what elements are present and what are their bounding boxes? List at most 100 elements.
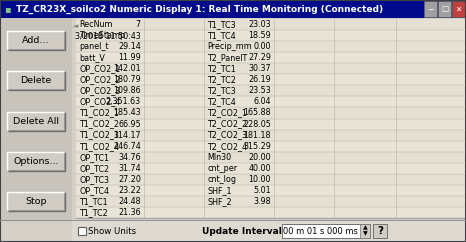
Text: Update Interval: Update Interval: [202, 227, 282, 235]
Text: OP_CO2_4: OP_CO2_4: [79, 98, 120, 106]
Text: T2_TC2: T2_TC2: [207, 75, 236, 84]
Bar: [7, 192, 65, 211]
Text: ?: ?: [377, 226, 383, 236]
Text: 228.05: 228.05: [243, 120, 271, 129]
Text: 34.76: 34.76: [118, 153, 141, 162]
Text: 18.59: 18.59: [248, 31, 271, 40]
Text: T2_CO2_1: T2_CO2_1: [207, 108, 247, 117]
Bar: [72, 220, 466, 242]
Text: OP_TC2: OP_TC2: [79, 164, 109, 173]
Bar: [76, 196, 465, 207]
Bar: [76, 163, 465, 174]
Text: OP_CO2_2: OP_CO2_2: [79, 75, 120, 84]
Text: Show Units: Show Units: [88, 227, 136, 235]
Text: cnt_per: cnt_per: [207, 164, 237, 173]
Text: 11.99: 11.99: [118, 53, 141, 62]
Bar: [7, 112, 65, 130]
Text: ▼: ▼: [363, 232, 367, 237]
Bar: [76, 85, 465, 96]
Text: 315.29: 315.29: [243, 142, 271, 151]
Bar: [7, 71, 65, 90]
Text: □: □: [441, 5, 448, 14]
Bar: [78, 227, 86, 235]
Text: 109.86: 109.86: [113, 86, 141, 95]
Text: T2_CO2_4: T2_CO2_4: [207, 142, 247, 151]
Text: TZ_CR23X_soilco2 Numeric Display 1: Real Time Monitoring (Connected): TZ_CR23X_soilco2 Numeric Display 1: Real…: [16, 4, 383, 14]
Bar: [0, 18, 466, 220]
Text: T2_CO2_3: T2_CO2_3: [207, 131, 247, 140]
Bar: [438, 1, 451, 17]
Text: Delete: Delete: [21, 76, 52, 85]
Text: 142.01: 142.01: [113, 64, 141, 73]
Text: 23.22: 23.22: [118, 186, 141, 195]
Bar: [0, 0, 466, 18]
Text: T1_CO2_4: T1_CO2_4: [79, 142, 119, 151]
Text: TimeStamp: TimeStamp: [79, 31, 125, 40]
Text: ◄: ◄: [73, 23, 78, 29]
Text: 114.17: 114.17: [113, 131, 141, 140]
Bar: [76, 119, 465, 129]
Text: 7: 7: [136, 20, 141, 29]
Text: Precip_mm: Precip_mm: [207, 42, 252, 51]
Bar: [76, 174, 465, 185]
Text: ▲: ▲: [363, 225, 367, 230]
Bar: [76, 107, 465, 119]
Text: 185.43: 185.43: [113, 108, 141, 117]
Text: Add...: Add...: [22, 36, 50, 45]
Text: T1_CO2_1: T1_CO2_1: [79, 108, 119, 117]
Bar: [373, 224, 387, 238]
Bar: [7, 152, 65, 171]
Text: 23.03: 23.03: [248, 20, 271, 29]
Text: 3.98: 3.98: [254, 197, 271, 206]
Bar: [0, 220, 466, 242]
Text: 181.18: 181.18: [244, 131, 271, 140]
Text: 00 m 01 s 000 ms: 00 m 01 s 000 ms: [282, 227, 357, 235]
Bar: [7, 31, 65, 50]
Text: OP_CO2_1: OP_CO2_1: [79, 64, 120, 73]
Text: T1_CO2_2: T1_CO2_2: [79, 120, 119, 129]
Text: 30.37: 30.37: [248, 64, 271, 73]
Text: T1_CO2_3: T1_CO2_3: [79, 131, 119, 140]
Text: 27.29: 27.29: [248, 53, 271, 62]
Text: 21.36: 21.36: [118, 208, 141, 217]
Text: ▪: ▪: [4, 4, 11, 14]
Bar: [76, 19, 465, 218]
Text: SHF_1: SHF_1: [207, 186, 232, 195]
Bar: [76, 185, 465, 196]
Text: T2_TC3: T2_TC3: [207, 86, 236, 95]
Text: Mln30: Mln30: [207, 153, 231, 162]
Bar: [76, 207, 465, 218]
Text: OP_TC1: OP_TC1: [79, 153, 109, 162]
Text: T2_TC1: T2_TC1: [207, 64, 236, 73]
Text: batt_V: batt_V: [79, 53, 105, 62]
Text: Delete All: Delete All: [13, 116, 59, 126]
Text: 165.88: 165.88: [243, 108, 271, 117]
Text: T1_TC4: T1_TC4: [207, 31, 236, 40]
Text: 0.00: 0.00: [254, 42, 271, 51]
Text: T1_TC2: T1_TC2: [79, 208, 108, 217]
Bar: [0, 18, 72, 220]
Text: 31.74: 31.74: [118, 164, 141, 173]
Bar: [76, 63, 465, 74]
Text: 23.53: 23.53: [248, 86, 271, 95]
Text: 3/2018 11:50:43: 3/2018 11:50:43: [75, 31, 141, 40]
Text: 24.48: 24.48: [118, 197, 141, 206]
Text: RecNum: RecNum: [79, 20, 112, 29]
Bar: [424, 1, 437, 17]
Bar: [76, 30, 465, 41]
Text: T2_CO2_2: T2_CO2_2: [207, 120, 247, 129]
Text: 2,351.63: 2,351.63: [106, 98, 141, 106]
Text: 20.00: 20.00: [248, 153, 271, 162]
Text: SHF_2: SHF_2: [207, 197, 232, 206]
Bar: [452, 1, 465, 17]
Bar: [360, 224, 370, 238]
Text: 246.74: 246.74: [113, 142, 141, 151]
Text: 40.00: 40.00: [248, 164, 271, 173]
Text: OP_TC4: OP_TC4: [79, 186, 109, 195]
Bar: [76, 74, 465, 85]
Text: 180.79: 180.79: [113, 75, 141, 84]
Bar: [282, 224, 370, 238]
Text: T2_TC4: T2_TC4: [207, 98, 236, 106]
Text: 10.00: 10.00: [248, 175, 271, 184]
Text: T2_PanelT: T2_PanelT: [207, 53, 247, 62]
